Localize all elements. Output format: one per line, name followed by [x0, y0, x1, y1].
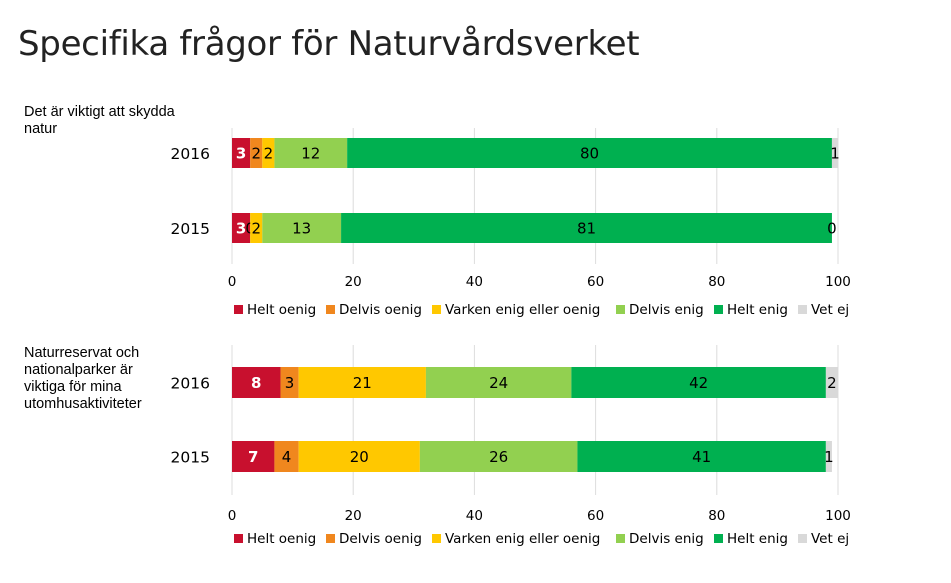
- data-label: 2: [251, 145, 261, 163]
- data-label: 1: [824, 448, 834, 466]
- legend-label: Delvis enig: [629, 302, 704, 318]
- legend-swatch: [326, 534, 335, 543]
- question-label-2: Naturreservat och nationalparker är vikt…: [24, 345, 142, 412]
- data-label: 80: [580, 145, 599, 163]
- legend-swatch: [798, 305, 807, 314]
- data-label: 42: [689, 374, 708, 392]
- bar-segment: [347, 138, 832, 168]
- category-label: 2015: [171, 449, 210, 467]
- bar-segment: [571, 367, 826, 398]
- data-label: 4: [282, 448, 292, 466]
- bar-segment: [274, 441, 299, 472]
- bar-segment: [425, 367, 572, 398]
- data-label: 21: [353, 374, 372, 392]
- data-label: 13: [292, 220, 311, 238]
- legend-swatch: [714, 534, 723, 543]
- legend-label: Vet ej: [811, 531, 849, 547]
- bar-segment: [298, 367, 426, 398]
- legend-swatch: [798, 534, 807, 543]
- page-title: Specifika frågor för Naturvårdsverket: [18, 24, 640, 64]
- legend-swatch: [234, 305, 243, 314]
- data-label: 1: [830, 145, 840, 163]
- bar-segment: [825, 367, 838, 398]
- legend-swatch: [326, 305, 335, 314]
- data-label: 41: [692, 448, 711, 466]
- data-label: 2: [251, 220, 261, 238]
- category-label: 2016: [171, 375, 210, 393]
- data-label: 2: [264, 145, 274, 163]
- data-label: 3: [285, 374, 295, 392]
- data-label: 20: [350, 448, 369, 466]
- tick-label: 100: [825, 508, 851, 524]
- data-label: 12: [301, 145, 320, 163]
- bar-segment: [232, 213, 251, 243]
- bar-segment: [577, 441, 826, 472]
- legend-swatch: [234, 534, 243, 543]
- tick-label: 40: [466, 274, 483, 290]
- data-label: 8: [251, 374, 261, 392]
- data-label: 3: [236, 145, 246, 163]
- bar-segment: [232, 367, 281, 398]
- tick-label: 60: [587, 274, 604, 290]
- data-label: 3: [236, 220, 246, 238]
- bar-segment: [262, 213, 342, 243]
- bar-segment: [298, 441, 420, 472]
- legend-label: Helt oenig: [247, 302, 316, 318]
- bar-segment: [831, 138, 838, 168]
- category-label: 2015: [171, 220, 210, 238]
- tick-label: 60: [587, 508, 604, 524]
- legend-swatch: [616, 305, 625, 314]
- data-label: 0: [827, 220, 837, 238]
- legend-label: Helt enig: [727, 531, 788, 547]
- data-label: 7: [248, 448, 258, 466]
- bar-segment: [262, 138, 275, 168]
- tick-label: 40: [466, 508, 483, 524]
- legend-label: Vet ej: [811, 302, 849, 318]
- legend-label: Delvis enig: [629, 531, 704, 547]
- tick-label: 80: [708, 274, 725, 290]
- tick-label: 0: [228, 508, 237, 524]
- question-label-1: Det är viktigt att skydda natur: [24, 104, 175, 137]
- legend-swatch: [432, 534, 441, 543]
- bar-segment: [250, 213, 263, 243]
- legend-swatch: [432, 305, 441, 314]
- bar-segment: [232, 138, 251, 168]
- data-label: 24: [489, 374, 508, 392]
- bar-segment: [280, 367, 299, 398]
- data-label: 26: [489, 448, 508, 466]
- legend-label: Delvis oenig: [339, 531, 422, 547]
- tick-label: 100: [825, 274, 851, 290]
- legend-swatch: [616, 534, 625, 543]
- bar-segment: [250, 138, 263, 168]
- bar-segment: [341, 213, 832, 243]
- tick-label: 80: [708, 508, 725, 524]
- legend-swatch: [714, 305, 723, 314]
- legend-label: Helt oenig: [247, 531, 316, 547]
- tick-label: 20: [345, 274, 362, 290]
- legend-label: Delvis oenig: [339, 302, 422, 318]
- bar-segment: [825, 441, 832, 472]
- data-label: 2: [827, 374, 837, 392]
- legend-label: Varken enig eller oenig: [445, 302, 600, 318]
- category-label: 2016: [171, 145, 210, 163]
- bar-segment: [232, 441, 275, 472]
- chart-2: 2016 8 3 21 24 42 2 2015 7 4 20 26 41 1 0 20 40 60 80 100 He…: [171, 345, 851, 547]
- legend-label: Helt enig: [727, 302, 788, 318]
- chart-1: 201632212801201530213810020406080100Helt…: [171, 128, 851, 318]
- bar-segment: [419, 441, 578, 472]
- tick-label: 20: [345, 508, 362, 524]
- tick-label: 0: [228, 274, 237, 290]
- legend-label: Varken enig eller oenig: [445, 531, 600, 547]
- data-label: 81: [577, 220, 596, 238]
- bar-segment: [274, 138, 348, 168]
